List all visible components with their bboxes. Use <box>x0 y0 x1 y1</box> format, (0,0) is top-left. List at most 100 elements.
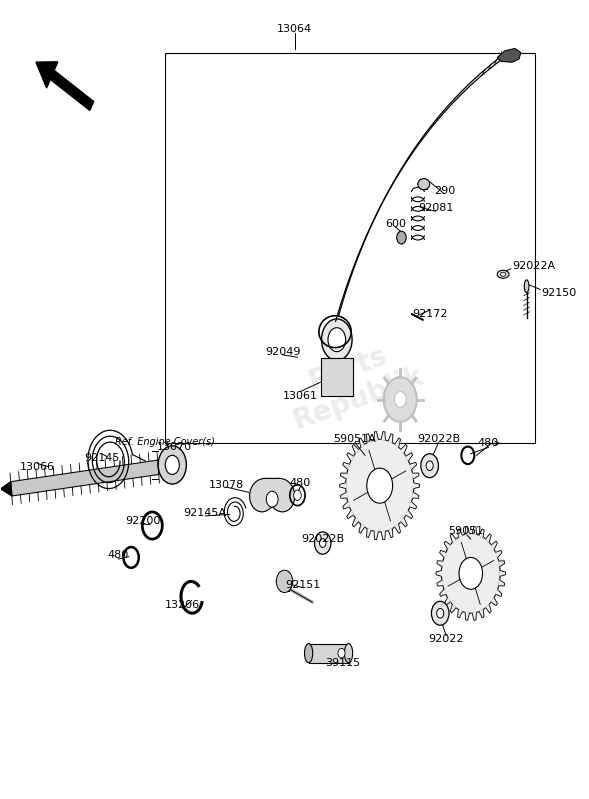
Text: 92022B: 92022B <box>417 435 460 444</box>
Text: 13070: 13070 <box>157 443 191 452</box>
Polygon shape <box>497 49 521 62</box>
Polygon shape <box>352 518 359 527</box>
Polygon shape <box>436 570 442 576</box>
Polygon shape <box>496 551 502 558</box>
Polygon shape <box>412 473 419 479</box>
Text: 92081: 92081 <box>418 203 453 213</box>
Text: 13206: 13206 <box>166 600 200 610</box>
Polygon shape <box>444 598 450 606</box>
Polygon shape <box>347 453 353 461</box>
Text: 92145: 92145 <box>84 453 120 463</box>
Text: 13061: 13061 <box>283 391 318 400</box>
Text: 13078: 13078 <box>209 480 244 490</box>
Polygon shape <box>343 463 349 470</box>
Polygon shape <box>388 434 393 443</box>
Polygon shape <box>499 561 505 566</box>
Ellipse shape <box>524 280 529 292</box>
Text: 480: 480 <box>290 479 311 488</box>
Text: Parts
Republik: Parts Republik <box>279 332 428 435</box>
Polygon shape <box>11 460 159 496</box>
Ellipse shape <box>158 446 186 484</box>
Polygon shape <box>340 492 347 499</box>
Ellipse shape <box>431 602 449 626</box>
Circle shape <box>441 534 500 614</box>
Polygon shape <box>472 613 477 620</box>
Polygon shape <box>401 518 407 527</box>
Polygon shape <box>374 531 378 539</box>
Polygon shape <box>410 463 416 470</box>
Polygon shape <box>437 561 443 566</box>
Polygon shape <box>450 534 456 543</box>
Text: 92022: 92022 <box>428 634 464 644</box>
Polygon shape <box>374 431 378 440</box>
Ellipse shape <box>421 454 438 478</box>
Text: 92150: 92150 <box>541 288 577 298</box>
Bar <box>321 358 353 396</box>
Polygon shape <box>437 580 443 586</box>
Polygon shape <box>450 605 456 613</box>
Polygon shape <box>465 613 469 620</box>
Circle shape <box>384 377 417 422</box>
Text: 92200: 92200 <box>125 515 161 526</box>
Ellipse shape <box>322 319 352 360</box>
Ellipse shape <box>315 532 331 555</box>
Polygon shape <box>395 524 401 533</box>
Polygon shape <box>479 529 484 537</box>
Circle shape <box>266 491 278 507</box>
Polygon shape <box>439 551 446 558</box>
Polygon shape <box>406 453 413 461</box>
Text: 13066: 13066 <box>19 463 55 472</box>
Circle shape <box>367 468 393 503</box>
Ellipse shape <box>305 643 313 662</box>
Polygon shape <box>347 511 353 519</box>
Bar <box>309 643 349 662</box>
Ellipse shape <box>319 539 326 547</box>
Ellipse shape <box>294 490 301 500</box>
Text: 92022B: 92022B <box>301 534 344 544</box>
Text: 39115: 39115 <box>325 658 360 668</box>
Polygon shape <box>491 541 497 549</box>
Text: 92022A: 92022A <box>512 260 555 271</box>
Polygon shape <box>359 524 365 533</box>
Text: 290: 290 <box>434 185 455 196</box>
Text: 92151: 92151 <box>286 579 321 590</box>
Circle shape <box>346 439 414 532</box>
Circle shape <box>397 231 406 244</box>
Polygon shape <box>359 438 365 447</box>
Polygon shape <box>439 590 446 596</box>
Ellipse shape <box>497 270 509 278</box>
Circle shape <box>338 648 345 658</box>
Polygon shape <box>491 598 497 606</box>
Ellipse shape <box>426 461 433 471</box>
Circle shape <box>459 558 482 590</box>
Polygon shape <box>410 502 416 509</box>
Text: Ref. Engine Cover(s): Ref. Engine Cover(s) <box>115 437 215 447</box>
Polygon shape <box>444 541 450 549</box>
Polygon shape <box>486 605 491 613</box>
Polygon shape <box>413 483 419 488</box>
Polygon shape <box>458 529 462 537</box>
Ellipse shape <box>166 455 179 475</box>
Text: 600: 600 <box>385 219 406 229</box>
Polygon shape <box>366 434 371 443</box>
Polygon shape <box>340 483 346 488</box>
Polygon shape <box>458 610 462 618</box>
Polygon shape <box>381 431 385 440</box>
Polygon shape <box>388 529 393 538</box>
Ellipse shape <box>276 570 293 593</box>
Polygon shape <box>465 527 469 535</box>
Ellipse shape <box>328 328 346 352</box>
Polygon shape <box>401 444 407 453</box>
Ellipse shape <box>436 609 444 618</box>
Polygon shape <box>479 610 484 618</box>
Text: 92172: 92172 <box>412 309 448 319</box>
Ellipse shape <box>418 178 429 189</box>
Polygon shape <box>496 590 502 596</box>
Circle shape <box>395 392 406 407</box>
Polygon shape <box>1 482 12 496</box>
Polygon shape <box>472 527 477 535</box>
Polygon shape <box>395 438 401 447</box>
Ellipse shape <box>345 643 353 662</box>
Text: 59051: 59051 <box>448 526 484 536</box>
Text: 13064: 13064 <box>277 24 312 34</box>
